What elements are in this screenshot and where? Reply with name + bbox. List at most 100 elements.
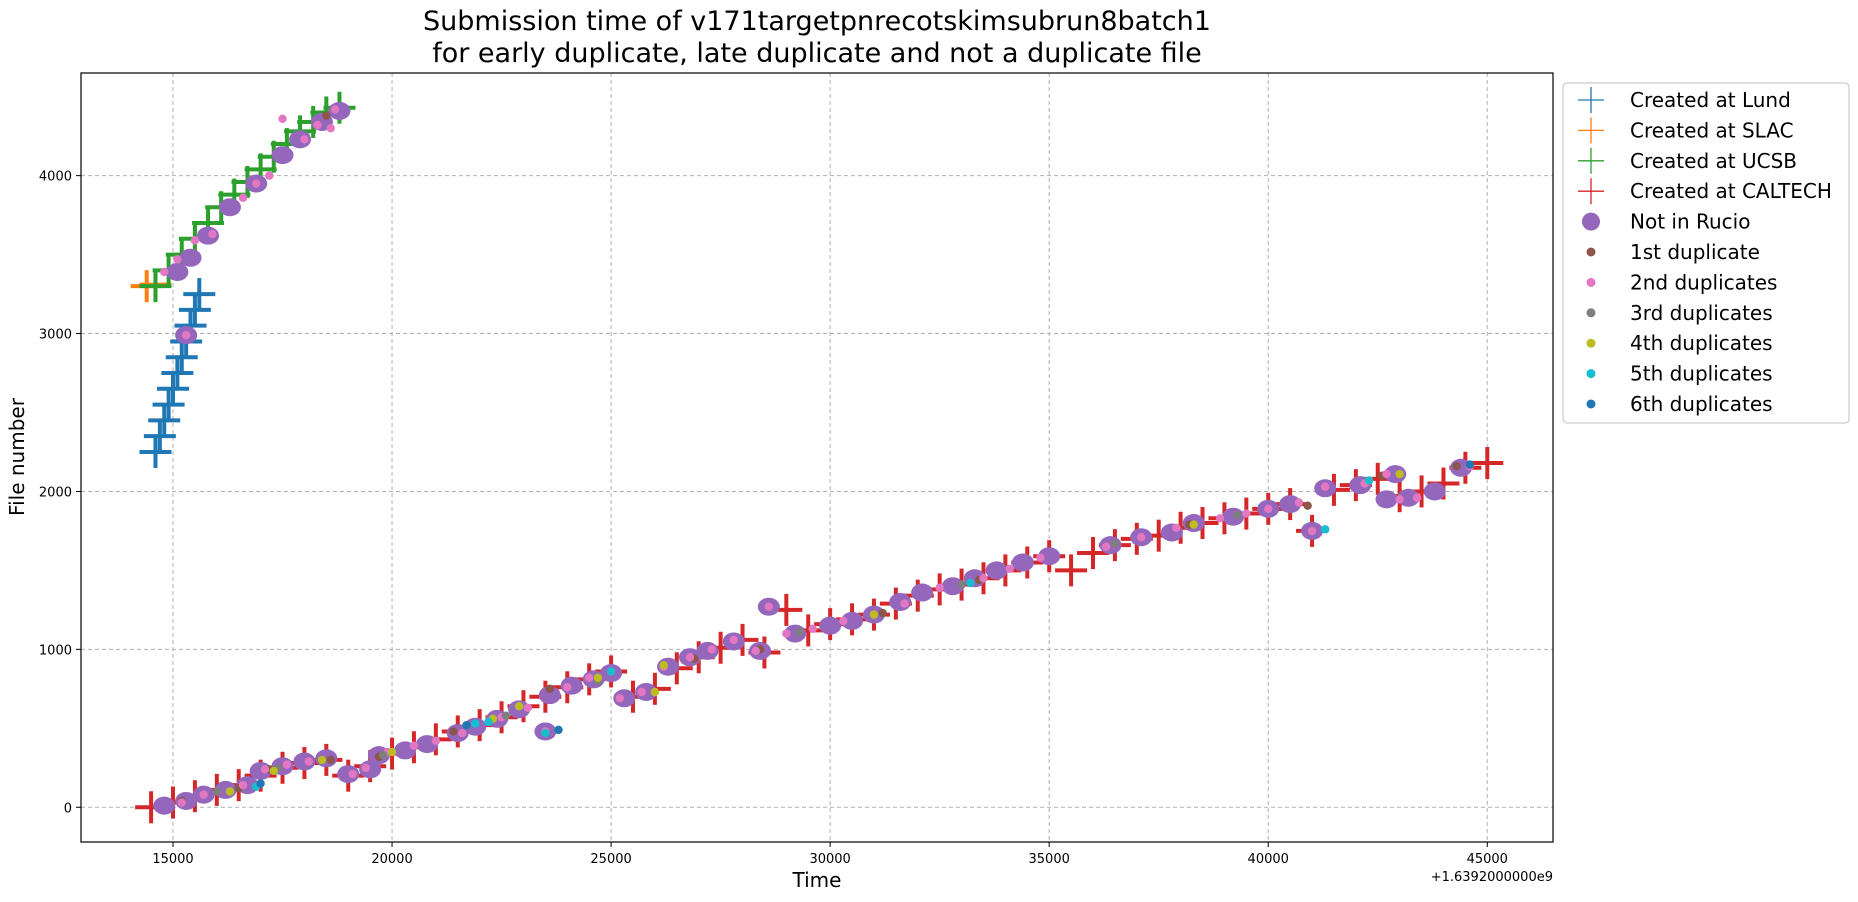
data-point-created-at-lund	[148, 404, 181, 437]
series-2nd-duplicates	[160, 105, 1474, 807]
data-point-2nd-duplicates	[173, 255, 182, 264]
series-6th-duplicates	[256, 460, 1474, 788]
data-point-2nd-duplicates	[808, 624, 817, 634]
legend-label-1st-duplicate: 1st duplicate	[1630, 240, 1760, 264]
data-point-not-in-rucio	[153, 796, 176, 815]
data-point-not-in-rucio	[1038, 547, 1061, 566]
data-point-4th-duplicates	[514, 702, 524, 711]
data-point-4th-duplicates	[659, 660, 668, 670]
legend-marker-created-at-ucsb	[1578, 147, 1604, 174]
data-point-3rd-duplicates	[501, 711, 511, 720]
data-point-not-in-rucio	[1397, 488, 1420, 507]
data-point-2nd-duplicates	[637, 687, 646, 697]
data-point-created-at-lund	[165, 341, 198, 374]
x-tick-label: 35000	[1029, 852, 1070, 867]
x-tick-label: 25000	[590, 852, 631, 867]
data-point-2nd-duplicates	[584, 673, 594, 682]
data-point-4th-duplicates	[317, 755, 327, 765]
data-point-2nd-duplicates	[361, 763, 370, 772]
legend-label-created-at-ucsb: Created at UCSB	[1630, 149, 1797, 173]
data-point-not-in-rucio	[841, 611, 864, 630]
legend-marker-created-at-lund	[1578, 87, 1604, 113]
data-point-2nd-duplicates	[177, 798, 186, 807]
data-point-created-at-caltech	[1471, 447, 1504, 480]
data-point-2nd-duplicates	[348, 769, 357, 779]
data-point-1st-duplicate	[322, 111, 331, 120]
data-point-1st-duplicate	[878, 608, 887, 618]
data-point-6th-duplicates	[1465, 460, 1474, 469]
data-point-created-at-lund	[143, 420, 176, 453]
data-point-2nd-duplicates	[751, 646, 760, 656]
data-point-2nd-duplicates	[979, 574, 988, 583]
data-point-2nd-duplicates	[199, 790, 208, 799]
data-point-6th-duplicates	[554, 725, 563, 735]
legend-label-created-at-lund: Created at Lund	[1630, 88, 1791, 112]
legend-label-created-at-caltech: Created at CALTECH	[1630, 179, 1832, 203]
data-point-not-in-rucio	[337, 765, 360, 784]
data-point-not-in-rucio	[218, 198, 241, 217]
data-point-2nd-duplicates	[304, 757, 314, 766]
data-point-created-at-lund	[139, 435, 172, 468]
data-point-not-in-rucio	[538, 686, 561, 705]
x-tick-label: 15000	[152, 852, 193, 867]
data-point-2nd-duplicates	[431, 736, 441, 746]
legend-label-5th-duplicates: 5th duplicates	[1630, 362, 1773, 386]
data-point-created-at-lund	[152, 388, 185, 421]
data-point-not-in-rucio	[1423, 482, 1446, 501]
data-point-4th-duplicates	[269, 766, 278, 776]
data-point-not-in-rucio	[985, 561, 1008, 580]
data-point-2nd-duplicates	[282, 760, 292, 769]
data-point-3rd-duplicates	[1233, 510, 1242, 520]
x-tick-label: 20000	[371, 852, 412, 867]
legend-marker-not-in-rucio	[1582, 212, 1600, 231]
data-point-2nd-duplicates	[238, 780, 248, 790]
x-tick-label: 30000	[809, 852, 850, 867]
legend-box	[1562, 82, 1850, 424]
data-point-2nd-duplicates	[409, 741, 419, 750]
data-point-2nd-duplicates	[563, 683, 572, 692]
grid-lines	[81, 73, 1553, 842]
data-point-6th-duplicates	[256, 779, 265, 788]
legend-marker-3rd-duplicates	[1586, 308, 1596, 318]
data-point-4th-duplicates	[650, 687, 660, 697]
series-5th-duplicates	[252, 476, 1374, 791]
y-tick-label: 2000	[39, 485, 72, 500]
data-point-2nd-duplicates	[1242, 509, 1251, 518]
legend-marker-1st-duplicate	[1586, 247, 1596, 257]
data-point-created-at-caltech	[1077, 537, 1109, 570]
data-point-4th-duplicates	[869, 610, 879, 619]
data-point-2nd-duplicates	[160, 267, 169, 277]
data-point-5th-duplicates	[484, 717, 493, 727]
data-point-2nd-duplicates	[181, 330, 191, 340]
data-point-2nd-duplicates	[935, 583, 944, 592]
data-point-2nd-duplicates	[313, 120, 322, 130]
series-4th-duplicates	[225, 469, 1404, 796]
data-point-2nd-duplicates	[764, 602, 774, 611]
legend-marker-2nd-duplicates	[1586, 277, 1596, 287]
data-point-5th-duplicates	[471, 719, 480, 728]
data-point-2nd-duplicates	[1264, 504, 1273, 514]
data-point-2nd-duplicates	[326, 124, 335, 133]
data-point-2nd-duplicates	[208, 229, 217, 239]
data-point-2nd-duplicates	[1294, 498, 1304, 507]
legend-label-6th-duplicates: 6th duplicates	[1630, 392, 1773, 416]
legend-marker-created-at-caltech	[1578, 178, 1604, 205]
data-point-2nd-duplicates	[190, 236, 200, 245]
y-axis-label: File number	[5, 397, 29, 516]
data-point-2nd-duplicates	[1395, 495, 1404, 504]
data-point-6th-duplicates	[462, 720, 471, 730]
data-point-4th-duplicates	[1395, 469, 1404, 479]
data-point-2nd-duplicates	[685, 653, 695, 662]
data-point-2nd-duplicates	[707, 645, 717, 654]
chart-title-line-1: Submission time of v171targetpnrecotskim…	[423, 6, 1211, 37]
legend-label-not-in-rucio: Not in Rucio	[1630, 210, 1750, 234]
y-tick-label: 0	[64, 801, 72, 816]
data-point-2nd-duplicates	[278, 114, 287, 123]
data-point-2nd-duplicates	[615, 694, 625, 703]
data-point-not-in-rucio	[271, 146, 294, 165]
y-tick-label: 4000	[39, 170, 72, 185]
data-point-2nd-duplicates	[1215, 514, 1225, 523]
data-point-2nd-duplicates	[729, 635, 738, 645]
